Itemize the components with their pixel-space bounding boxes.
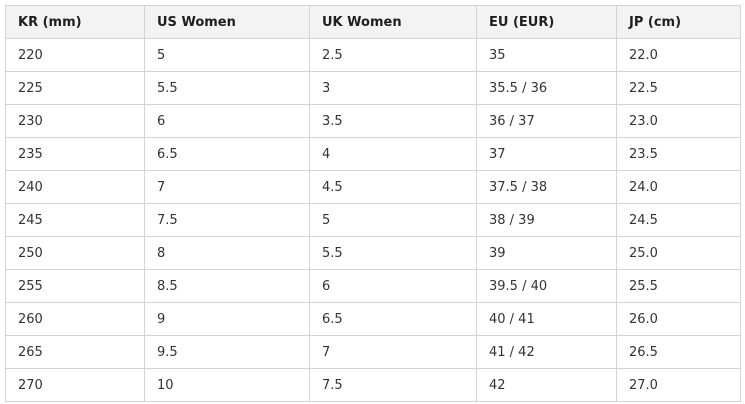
cell-us: 5 <box>144 38 310 72</box>
cell-us: 7 <box>144 170 310 204</box>
cell-kr: 245 <box>5 203 145 237</box>
cell-uk: 5 <box>309 203 477 237</box>
header-eu: EU (EUR) <box>476 5 617 39</box>
cell-us: 6 <box>144 104 310 138</box>
cell-us: 8 <box>144 236 310 270</box>
cell-us: 8.5 <box>144 269 310 303</box>
cell-kr: 235 <box>5 137 145 171</box>
cell-uk: 6.5 <box>309 302 477 336</box>
cell-kr: 250 <box>5 236 145 270</box>
table-row: 250 8 5.5 39 25.0 <box>5 236 741 270</box>
cell-us: 9 <box>144 302 310 336</box>
cell-eu: 42 <box>476 368 617 402</box>
cell-eu: 37.5 / 38 <box>476 170 617 204</box>
cell-eu: 36 / 37 <box>476 104 617 138</box>
cell-eu: 40 / 41 <box>476 302 617 336</box>
cell-eu: 35 <box>476 38 617 72</box>
cell-eu: 37 <box>476 137 617 171</box>
cell-kr: 260 <box>5 302 145 336</box>
table-row: 270 10 7.5 42 27.0 <box>5 368 741 402</box>
table-row: 255 8.5 6 39.5 / 40 25.5 <box>5 269 741 303</box>
cell-us: 7.5 <box>144 203 310 237</box>
size-conversion-table-container: KR (mm) US Women UK Women EU (EUR) JP (c… <box>5 5 741 402</box>
cell-kr: 255 <box>5 269 145 303</box>
header-us-women: US Women <box>144 5 310 39</box>
cell-jp: 25.0 <box>616 236 741 270</box>
cell-us: 9.5 <box>144 335 310 369</box>
cell-jp: 24.5 <box>616 203 741 237</box>
cell-uk: 4 <box>309 137 477 171</box>
cell-us: 6.5 <box>144 137 310 171</box>
cell-eu: 39.5 / 40 <box>476 269 617 303</box>
cell-kr: 240 <box>5 170 145 204</box>
table-row: 265 9.5 7 41 / 42 26.5 <box>5 335 741 369</box>
cell-uk: 5.5 <box>309 236 477 270</box>
cell-uk: 6 <box>309 269 477 303</box>
cell-uk: 7 <box>309 335 477 369</box>
cell-uk: 4.5 <box>309 170 477 204</box>
cell-eu: 39 <box>476 236 617 270</box>
cell-uk: 3.5 <box>309 104 477 138</box>
table-row: 245 7.5 5 38 / 39 24.5 <box>5 203 741 237</box>
cell-eu: 35.5 / 36 <box>476 71 617 105</box>
cell-uk: 3 <box>309 71 477 105</box>
table-row: 235 6.5 4 37 23.5 <box>5 137 741 171</box>
cell-kr: 225 <box>5 71 145 105</box>
cell-kr: 220 <box>5 38 145 72</box>
header-row: KR (mm) US Women UK Women EU (EUR) JP (c… <box>5 5 741 39</box>
header-jp-cm: JP (cm) <box>616 5 741 39</box>
cell-us: 5.5 <box>144 71 310 105</box>
cell-eu: 41 / 42 <box>476 335 617 369</box>
cell-jp: 27.0 <box>616 368 741 402</box>
table-row: 240 7 4.5 37.5 / 38 24.0 <box>5 170 741 204</box>
cell-kr: 270 <box>5 368 145 402</box>
table-row: 220 5 2.5 35 22.0 <box>5 38 741 72</box>
table-row: 230 6 3.5 36 / 37 23.0 <box>5 104 741 138</box>
cell-jp: 23.0 <box>616 104 741 138</box>
cell-jp: 22.5 <box>616 71 741 105</box>
table-body: 220 5 2.5 35 22.0 225 5.5 3 35.5 / 36 22… <box>5 38 741 402</box>
table-row: 225 5.5 3 35.5 / 36 22.5 <box>5 71 741 105</box>
cell-eu: 38 / 39 <box>476 203 617 237</box>
header-uk-women: UK Women <box>309 5 477 39</box>
cell-jp: 26.0 <box>616 302 741 336</box>
cell-kr: 230 <box>5 104 145 138</box>
size-conversion-table: KR (mm) US Women UK Women EU (EUR) JP (c… <box>5 5 741 402</box>
cell-kr: 265 <box>5 335 145 369</box>
table-row: 260 9 6.5 40 / 41 26.0 <box>5 302 741 336</box>
cell-uk: 7.5 <box>309 368 477 402</box>
cell-jp: 23.5 <box>616 137 741 171</box>
table-header: KR (mm) US Women UK Women EU (EUR) JP (c… <box>5 5 741 39</box>
cell-us: 10 <box>144 368 310 402</box>
header-kr-mm: KR (mm) <box>5 5 145 39</box>
cell-jp: 24.0 <box>616 170 741 204</box>
cell-uk: 2.5 <box>309 38 477 72</box>
cell-jp: 22.0 <box>616 38 741 72</box>
cell-jp: 26.5 <box>616 335 741 369</box>
cell-jp: 25.5 <box>616 269 741 303</box>
